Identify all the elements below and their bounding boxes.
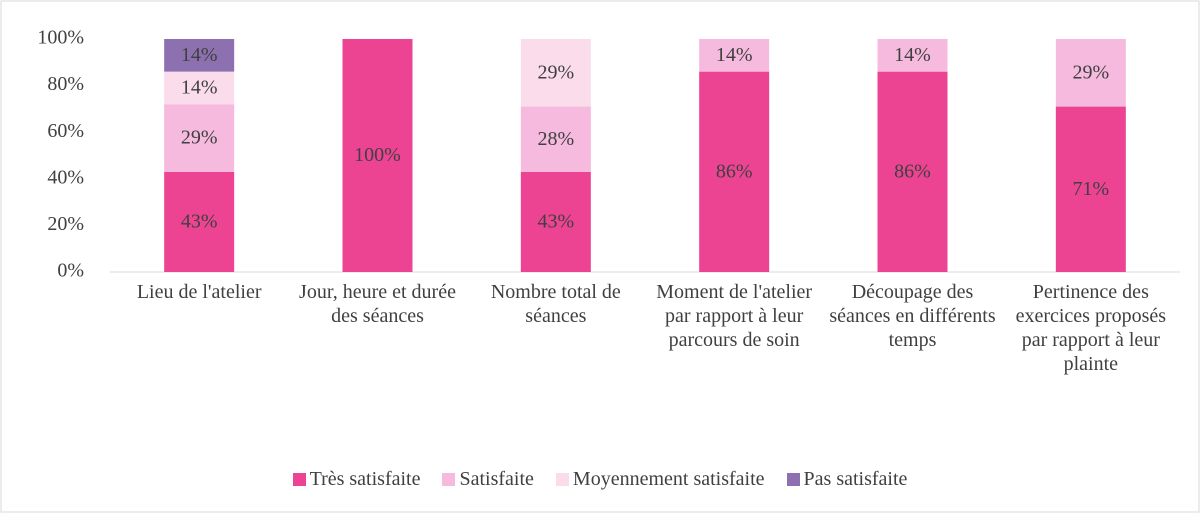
bar-segment: [1055, 106, 1126, 272]
legend-swatch: [442, 473, 456, 486]
bar-segment: [164, 39, 235, 72]
y-tick-label: 60%: [47, 120, 84, 142]
legend-item: Très satisfaite: [292, 468, 421, 491]
data-label: 43%: [537, 210, 574, 232]
bar-segment: [699, 71, 770, 273]
legend-item: Pas satisfaite: [786, 468, 908, 491]
bar-segment: [520, 171, 591, 272]
data-label: 29%: [537, 61, 574, 83]
bar-segment: [342, 39, 413, 272]
legend-swatch: [292, 473, 306, 486]
bar-segment: [520, 106, 591, 172]
y-tick-label: 40%: [47, 166, 84, 188]
bar-segment: [520, 39, 591, 107]
legend-label: Pas satisfaite: [803, 468, 908, 490]
legend-swatch: [555, 473, 569, 486]
data-label: 28%: [537, 128, 574, 150]
data-label: 86%: [894, 160, 931, 182]
x-tick-label: Moment de l'atelier par rapport à leur p…: [656, 281, 813, 351]
y-tick-label: 80%: [47, 73, 84, 95]
data-label: 14%: [181, 44, 218, 66]
bar-segment: [164, 171, 235, 272]
data-label: 43%: [181, 210, 218, 232]
legend-item: Moyennement satisfaite: [555, 468, 765, 491]
bar-segment: [164, 71, 235, 105]
data-label: 100%: [354, 144, 401, 166]
y-tick-label: 0%: [57, 260, 84, 282]
data-label: 29%: [1072, 61, 1109, 83]
legend-label: Très satisfaite: [309, 468, 421, 490]
legend-label: Satisfaite: [459, 468, 534, 490]
bar-segment: [699, 39, 770, 72]
data-label: 86%: [716, 160, 753, 182]
legend-swatch: [786, 473, 800, 486]
x-tick-label: Découpage des séances en différents temp…: [829, 281, 996, 351]
bar-segment: [1055, 39, 1126, 107]
y-tick-label: 20%: [47, 213, 84, 235]
data-label: 14%: [181, 77, 218, 99]
y-tick-label: 100%: [37, 27, 84, 49]
bar-segment: [877, 39, 948, 72]
bar-segment: [164, 104, 235, 172]
x-tick-label: Nombre total de séances: [490, 281, 621, 327]
data-label: 71%: [1072, 178, 1109, 200]
legend-label: Moyennement satisfaite: [572, 468, 765, 490]
legend: Très satisfaite Satisfaite Moyennement sat…: [0, 468, 1200, 491]
legend-item: Satisfaite: [442, 468, 534, 491]
x-tick-label: Jour, heure et durée des séances: [299, 281, 456, 327]
data-label: 29%: [181, 127, 218, 149]
bar-segment: [877, 71, 948, 273]
data-label: 14%: [894, 44, 931, 66]
x-tick-label: Lieu de l'atelier: [136, 281, 262, 303]
data-label: 14%: [716, 44, 753, 66]
x-tick-label: Pertinence des exercices proposés par ra…: [1015, 281, 1167, 375]
